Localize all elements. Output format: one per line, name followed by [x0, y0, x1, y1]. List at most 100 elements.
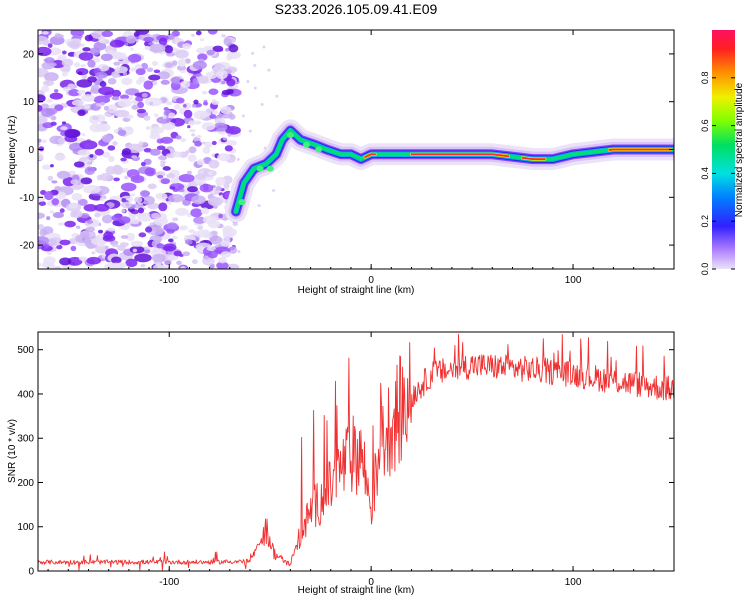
noise-blob	[172, 151, 183, 158]
noise-blob	[160, 162, 166, 168]
noise-blob	[187, 170, 192, 175]
noise-blob	[168, 238, 174, 243]
noise-blob	[228, 44, 239, 53]
noise-speck	[251, 51, 255, 55]
noise-blob	[183, 109, 193, 119]
noise-blob	[140, 62, 149, 70]
snr-x-tick-label: 100	[565, 577, 582, 588]
noise-blob	[196, 134, 202, 139]
noise-blob	[54, 186, 61, 191]
noise-blob	[182, 43, 192, 50]
noise-blob	[44, 72, 59, 82]
noise-blob	[98, 86, 115, 96]
noise-blob	[175, 49, 189, 59]
noise-blob	[54, 34, 64, 39]
noise-blob	[196, 159, 205, 166]
noise-blob	[149, 133, 161, 140]
noise-blob	[215, 186, 223, 191]
noise-blob	[95, 71, 108, 79]
noise-blob	[168, 112, 176, 119]
noise-blob	[80, 64, 87, 68]
noise-blob	[158, 37, 168, 46]
noise-blob	[130, 218, 140, 225]
noise-blob	[121, 148, 132, 156]
noise-blob	[82, 47, 91, 52]
ridge-spot	[286, 132, 294, 139]
noise-blob	[192, 231, 201, 236]
snr-x-ticks: -100 0 100	[47, 332, 675, 588]
noise-blob	[68, 89, 80, 97]
noise-blob	[73, 161, 85, 168]
noise-blob	[107, 145, 116, 151]
noise-blob	[57, 137, 66, 145]
noise-blob	[166, 173, 176, 179]
noise-blob	[94, 148, 104, 156]
noise-blob	[96, 240, 106, 247]
noise-blob	[158, 202, 168, 212]
noise-blob	[107, 77, 117, 85]
noise-blob	[143, 115, 151, 121]
noise-blob	[224, 145, 233, 152]
noise-blob	[180, 80, 191, 89]
noise-blob	[111, 96, 120, 101]
noise-blob	[38, 262, 42, 267]
noise-blob	[182, 251, 191, 257]
noise-blob	[193, 120, 202, 125]
noise-blob	[117, 129, 127, 136]
noise-blob	[61, 50, 67, 55]
noise-blob	[204, 141, 213, 148]
colorbar-label: Normalized spectral amplitude	[734, 82, 745, 217]
noise-blob	[165, 101, 173, 106]
noise-blob	[98, 36, 106, 44]
colorbar-tick-label: 0.4	[700, 167, 710, 180]
noise-blob	[213, 122, 228, 132]
noise-blob	[107, 227, 116, 232]
noise-blob	[193, 110, 208, 120]
noise-blob	[164, 260, 172, 266]
noise-blob	[203, 255, 210, 260]
noise-blob	[187, 186, 198, 193]
noise-blob	[149, 148, 161, 156]
noise-blob	[142, 142, 148, 146]
noise-blob	[187, 125, 191, 129]
noise-blob	[38, 224, 45, 231]
noise-blob	[174, 103, 181, 110]
noise-blob	[38, 115, 48, 124]
noise-blob	[175, 207, 189, 216]
noise-blob	[178, 173, 195, 183]
noise-blob	[42, 139, 47, 144]
noise-blob	[117, 98, 133, 108]
noise-blob	[48, 47, 62, 56]
noise-blob	[170, 177, 180, 184]
ridge-spot	[315, 146, 323, 153]
noise-blob	[209, 114, 217, 119]
noise-blob	[153, 69, 161, 74]
spectrogram-y-tick-label: 0	[28, 145, 34, 156]
colorbar-tick-label: 0.2	[700, 215, 710, 228]
noise-blob	[148, 74, 161, 81]
noise-blob	[225, 126, 241, 135]
noise-blob	[89, 154, 94, 158]
noise-blob	[210, 235, 223, 245]
noise-speck	[246, 80, 250, 84]
noise-blob	[77, 149, 91, 156]
noise-blob	[207, 196, 223, 207]
noise-blob	[220, 251, 232, 258]
noise-blob	[94, 203, 110, 212]
noise-blob	[201, 122, 216, 131]
noise-blob	[129, 193, 136, 197]
noise-blob	[222, 225, 234, 235]
noise-blob	[64, 220, 76, 228]
noise-blob	[70, 211, 78, 218]
noise-blob	[50, 164, 54, 168]
noise-blob	[169, 186, 176, 190]
noise-blob	[86, 220, 94, 224]
noise-blob	[102, 234, 116, 242]
noise-blob	[137, 212, 147, 218]
noise-blob	[121, 77, 133, 86]
noise-blob	[224, 187, 230, 191]
ridge-spot	[238, 199, 246, 206]
noise-blob	[182, 103, 187, 108]
noise-blob	[101, 65, 108, 70]
noise-blob	[134, 253, 152, 263]
